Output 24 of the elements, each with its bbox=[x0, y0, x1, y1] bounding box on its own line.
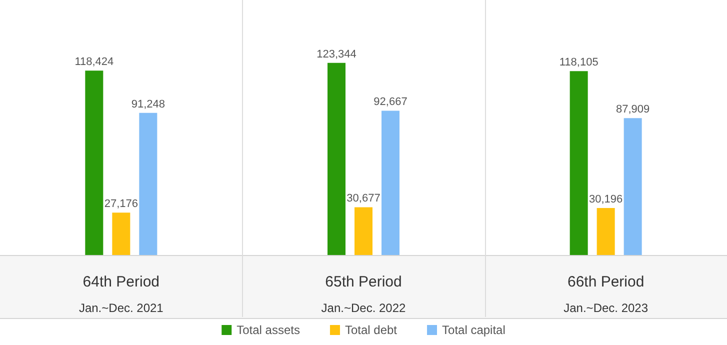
bar bbox=[139, 112, 158, 255]
bar bbox=[112, 212, 130, 255]
legend-label: Total assets bbox=[236, 323, 300, 337]
data-label: 30,677 bbox=[346, 192, 380, 205]
data-label: 118,105 bbox=[559, 56, 598, 69]
data-label: 30,196 bbox=[589, 193, 623, 206]
bar bbox=[596, 208, 615, 255]
data-label: 92,667 bbox=[374, 96, 408, 108]
x-tick-label: 66th Period Jan.~Dec. 2023 bbox=[564, 274, 648, 315]
legend-label: Total debt bbox=[344, 323, 398, 337]
bar bbox=[382, 110, 400, 255]
data-label: 87,909 bbox=[616, 104, 650, 116]
legend-label: Total capital bbox=[442, 323, 506, 337]
x-tick-label: 65th Period Jan.~Dec. 2022 bbox=[321, 274, 406, 315]
data-label: 91,248 bbox=[131, 98, 165, 110]
bar bbox=[624, 118, 642, 255]
x-tick-label: 64th Period Jan.~Dec. 2021 bbox=[78, 274, 164, 315]
data-label: 118,424 bbox=[74, 56, 114, 68]
bar bbox=[328, 62, 346, 255]
bar bbox=[570, 71, 588, 255]
data-label: 123,344 bbox=[316, 48, 356, 60]
bar bbox=[85, 70, 104, 255]
data-label: 27,176 bbox=[104, 198, 138, 210]
bar bbox=[354, 207, 372, 255]
